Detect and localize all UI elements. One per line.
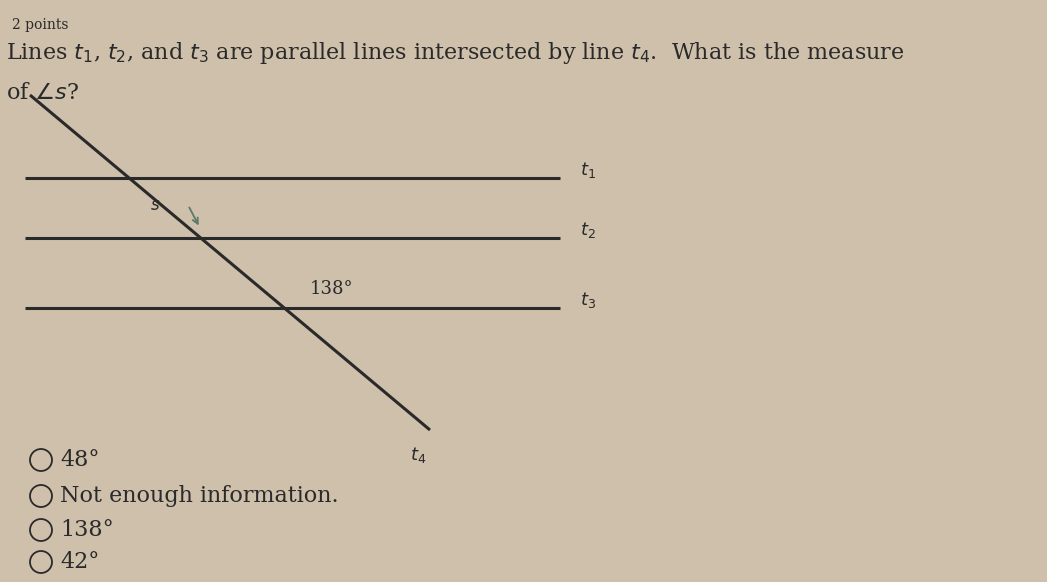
Text: Not enough information.: Not enough information. bbox=[60, 485, 338, 507]
Text: $t_4$: $t_4$ bbox=[409, 445, 426, 465]
Text: $t_1$: $t_1$ bbox=[580, 160, 596, 180]
Text: $t_2$: $t_2$ bbox=[580, 220, 596, 240]
Text: 2 points: 2 points bbox=[12, 18, 68, 32]
Text: Lines $t_1$, $t_2$, and $t_3$ are parallel lines intersected by line $t_4$.  Wha: Lines $t_1$, $t_2$, and $t_3$ are parall… bbox=[6, 40, 905, 66]
Text: 42°: 42° bbox=[60, 551, 99, 573]
Text: of $\angle s$?: of $\angle s$? bbox=[6, 82, 80, 104]
Text: $s$: $s$ bbox=[150, 197, 160, 214]
Text: 138°: 138° bbox=[310, 280, 354, 298]
Text: $t_3$: $t_3$ bbox=[580, 290, 596, 310]
Text: 138°: 138° bbox=[60, 519, 114, 541]
Text: 48°: 48° bbox=[60, 449, 99, 471]
